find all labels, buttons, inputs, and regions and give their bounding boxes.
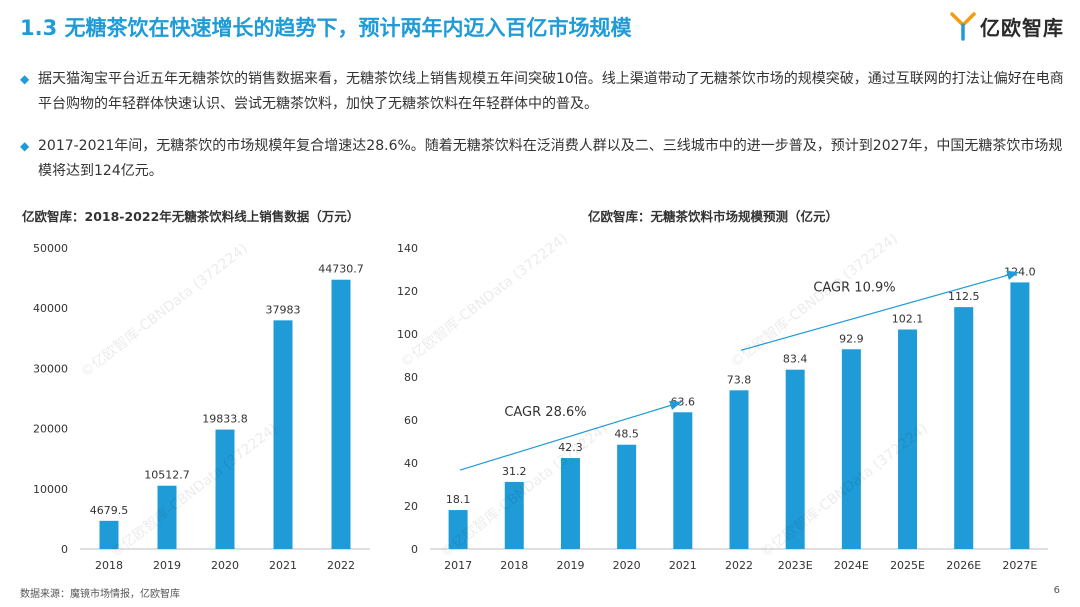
logo: 亿欧智库 bbox=[950, 11, 1064, 41]
data-label: 18.1 bbox=[446, 493, 471, 506]
y-tick-label: 40000 bbox=[33, 302, 68, 315]
bar-2022 bbox=[729, 390, 749, 549]
bar-2018 bbox=[504, 481, 524, 549]
data-label: 42.3 bbox=[558, 441, 583, 454]
bullet-text: 2017-2021年间，无糖茶饮的市场规模年复合增速达28.6%。随着无糖茶饮料… bbox=[38, 138, 1063, 179]
x-tick-label: 2025E bbox=[890, 559, 925, 572]
x-tick-label: 2021 bbox=[269, 559, 297, 572]
y-tick-label: 0 bbox=[61, 543, 68, 556]
data-label: 102.1 bbox=[892, 312, 924, 325]
diamond-bullet-icon: ◆ bbox=[20, 72, 30, 86]
data-label: 19833.8 bbox=[202, 413, 248, 426]
x-tick-label: 2021 bbox=[669, 559, 697, 572]
y-tick-label: 50000 bbox=[33, 242, 68, 255]
data-label: 44730.7 bbox=[318, 263, 364, 276]
cagr-trend-arrow bbox=[740, 270, 1020, 351]
y-tick-label: 80 bbox=[404, 371, 418, 384]
bullet-item: ◆ 据天猫淘宝平台近五年无糖茶饮的销售数据来看，无糖茶饮线上销售规模五年间突破1… bbox=[20, 67, 1065, 117]
bar-2019 bbox=[560, 458, 580, 549]
chart-title-market-forecast: 亿欧智库：无糖茶饮料市场规模预测（亿元） bbox=[588, 209, 839, 224]
x-tick-label: 2022 bbox=[725, 559, 753, 572]
y-tick-label: 140 bbox=[397, 242, 418, 255]
bar-2024E bbox=[841, 349, 861, 549]
x-tick-label: 2026E bbox=[946, 559, 981, 572]
data-label: 4679.5 bbox=[90, 504, 129, 517]
data-source-note: 数据来源：魔镜市场情报，亿欧智库 bbox=[20, 589, 180, 600]
page-number: 6 bbox=[1053, 585, 1060, 596]
x-tick-label: 2024E bbox=[834, 559, 869, 572]
x-tick-label: 2017 bbox=[444, 559, 472, 572]
x-tick-label: 2020 bbox=[613, 559, 641, 572]
y-tick-label: 30000 bbox=[33, 362, 68, 375]
bar-2023E bbox=[785, 369, 805, 549]
bar-2021 bbox=[673, 412, 693, 549]
bullet-item: ◆ 2017-2021年间，无糖茶饮的市场规模年复合增速达28.6%。随着无糖茶… bbox=[20, 134, 1065, 184]
diamond-bullet-icon: ◆ bbox=[20, 139, 30, 153]
page-title: 1.3 无糖茶饮在快速增长的趋势下，预计两年内迈入百亿市场规模 bbox=[20, 16, 632, 40]
data-label: 73.8 bbox=[727, 373, 752, 386]
online-sales-bar-chart: 0 10000 20000 30000 40000 50000 4679.5 2018 1051… bbox=[33, 242, 370, 572]
y-tick-label: 60 bbox=[404, 414, 418, 427]
data-label: 37983 bbox=[266, 303, 301, 316]
x-tick-label: 2023E bbox=[778, 559, 813, 572]
y-tick-label: 120 bbox=[397, 285, 418, 298]
market-size-forecast-bar-chart: 0 20 40 60 80 100 120 140 18.1 2017 31.2 2018 42.3 20… bbox=[397, 242, 1048, 572]
data-label: 112.5 bbox=[948, 290, 980, 303]
data-label: 124.0 bbox=[1004, 265, 1036, 278]
x-tick-label: 2019 bbox=[556, 559, 584, 572]
bar-2017 bbox=[448, 510, 468, 549]
x-tick-label: 2019 bbox=[153, 559, 181, 572]
data-label: 10512.7 bbox=[144, 469, 190, 482]
chart-title-online-sales: 亿欧智库：2018-2022年无糖茶饮料线上销售数据（万元） bbox=[22, 209, 360, 224]
x-tick-label: 2022 bbox=[327, 559, 355, 572]
bullet-text: 据天猫淘宝平台近五年无糖茶饮的销售数据来看，无糖茶饮线上销售规模五年间突破10倍… bbox=[38, 71, 1064, 112]
x-tick-label: 2020 bbox=[211, 559, 239, 572]
bar-2018 bbox=[99, 520, 119, 549]
cagr-trend-arrow bbox=[459, 400, 682, 471]
y-tick-label: 0 bbox=[411, 543, 418, 556]
y-tick-label: 20 bbox=[404, 500, 418, 513]
data-label: 83.4 bbox=[783, 353, 808, 366]
cagr-annotation: CAGR 28.6% bbox=[504, 405, 586, 420]
bar-2021 bbox=[273, 320, 293, 549]
x-tick-label: 2027E bbox=[1002, 559, 1037, 572]
bar-2020 bbox=[215, 429, 235, 549]
bar-2026E bbox=[954, 307, 974, 549]
y-tick-label: 20000 bbox=[33, 423, 68, 436]
bar-2020 bbox=[617, 444, 637, 549]
logo-text: 亿欧智库 bbox=[980, 15, 1064, 40]
data-label: 63.6 bbox=[671, 395, 696, 408]
y-tick-label: 10000 bbox=[33, 483, 68, 496]
x-tick-label: 2018 bbox=[95, 559, 123, 572]
bar-2025E bbox=[898, 329, 918, 549]
bar-2019 bbox=[157, 485, 177, 549]
data-label: 31.2 bbox=[502, 465, 527, 478]
data-label: 92.9 bbox=[839, 332, 864, 345]
logo-icon bbox=[950, 12, 976, 41]
y-tick-label: 40 bbox=[404, 457, 418, 470]
cagr-annotation: CAGR 10.9% bbox=[813, 280, 895, 295]
bar-2022 bbox=[331, 279, 351, 549]
data-label: 48.5 bbox=[614, 428, 639, 441]
y-tick-label: 100 bbox=[397, 328, 418, 341]
x-tick-label: 2018 bbox=[500, 559, 528, 572]
bar-2027E bbox=[1010, 282, 1030, 549]
